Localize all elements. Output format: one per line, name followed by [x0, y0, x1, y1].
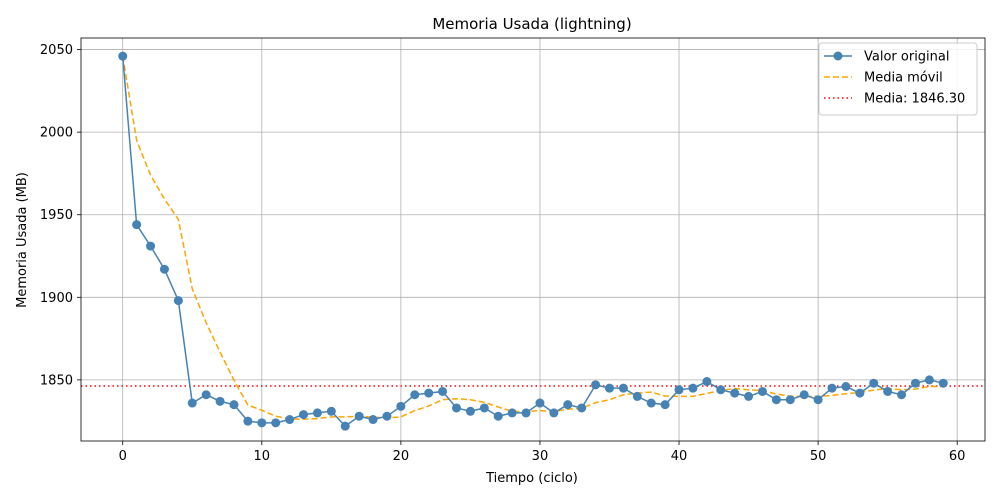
data-point [299, 410, 309, 420]
plot-frame [80, 37, 986, 442]
data-point [563, 400, 573, 410]
legend-item-mean: Media: 1846.30 [824, 92, 965, 107]
y-tick-label: 2050 [40, 43, 73, 58]
data-point [799, 390, 809, 400]
data-point [674, 385, 684, 395]
x-tick-label: 50 [810, 449, 827, 464]
data-point [591, 380, 601, 390]
data-point [340, 421, 350, 431]
data-point [354, 411, 364, 421]
legend-label: Media: 1846.30 [864, 92, 965, 107]
data-point [201, 390, 211, 400]
x-axis-label: Tiempo (ciclo) [485, 471, 578, 486]
ticks: 0 10 20 30 40 50 60 1850 1900 1950 2000 2050 [40, 43, 966, 464]
data-point [577, 403, 587, 413]
data-point [660, 400, 670, 410]
data-point [132, 220, 142, 230]
grid [81, 38, 985, 441]
data-point [312, 408, 322, 418]
data-point [479, 403, 489, 413]
series-layer [118, 51, 948, 431]
y-tick-label: 1950 [40, 208, 73, 223]
y-tick-label: 2000 [40, 126, 73, 141]
data-point [702, 377, 712, 387]
data-point [744, 391, 754, 401]
data-point [187, 398, 197, 408]
data-point [549, 408, 559, 418]
x-tick-label: 20 [393, 449, 410, 464]
data-point [924, 375, 934, 385]
data-point [632, 391, 642, 401]
data-point [785, 395, 795, 405]
data-point [716, 385, 726, 395]
data-point [841, 382, 851, 391]
y-tick-label: 1900 [40, 291, 73, 306]
data-point [173, 296, 183, 306]
data-point [869, 378, 879, 388]
data-point [757, 386, 767, 396]
data-point [159, 264, 169, 274]
x-tick-label: 10 [254, 449, 271, 464]
data-point [535, 398, 545, 408]
data-point [146, 241, 156, 251]
data-point [229, 400, 239, 410]
data-point [396, 401, 406, 411]
chart-title: Memoria Usada (lightning) [432, 15, 631, 33]
data-point [897, 390, 907, 400]
data-point [604, 383, 614, 393]
data-point [646, 398, 656, 408]
data-point [257, 418, 267, 428]
data-point [855, 388, 865, 398]
y-axis-label: Memoria Usada (MB) [15, 172, 30, 308]
x-tick-label: 40 [671, 449, 688, 464]
data-point [827, 383, 837, 393]
data-point [688, 383, 698, 393]
data-point [271, 418, 281, 428]
data-point [285, 415, 295, 425]
data-point [382, 411, 392, 421]
data-point [883, 386, 893, 396]
legend-label: Media móvil [864, 71, 943, 86]
legend-item-original: Valor original [824, 50, 949, 65]
data-point [730, 388, 740, 398]
data-point [215, 396, 225, 406]
legend: Valor original Media móvil Media: 1846.30 [818, 42, 978, 116]
data-point [618, 383, 628, 393]
legend-item-moving-average: Media móvil [824, 71, 943, 86]
legend-label: Valor original [864, 50, 949, 65]
data-point [813, 395, 823, 405]
data-point [410, 390, 420, 400]
data-point [118, 51, 128, 61]
data-point [424, 388, 434, 398]
x-tick-label: 60 [949, 449, 966, 464]
data-point [910, 378, 920, 388]
data-point [326, 406, 336, 416]
data-point [771, 395, 781, 405]
data-point [521, 408, 531, 418]
data-point [438, 386, 448, 396]
legend-box [818, 42, 978, 116]
x-tick-label: 30 [532, 449, 549, 464]
data-point [938, 378, 948, 388]
y-tick-label: 1850 [40, 373, 73, 388]
data-point [507, 408, 517, 418]
data-point [465, 406, 475, 416]
data-point [493, 411, 503, 421]
data-point [452, 403, 462, 413]
data-point [368, 415, 378, 425]
x-tick-label: 0 [119, 449, 127, 464]
legend-marker [833, 51, 843, 61]
data-point [243, 416, 253, 426]
